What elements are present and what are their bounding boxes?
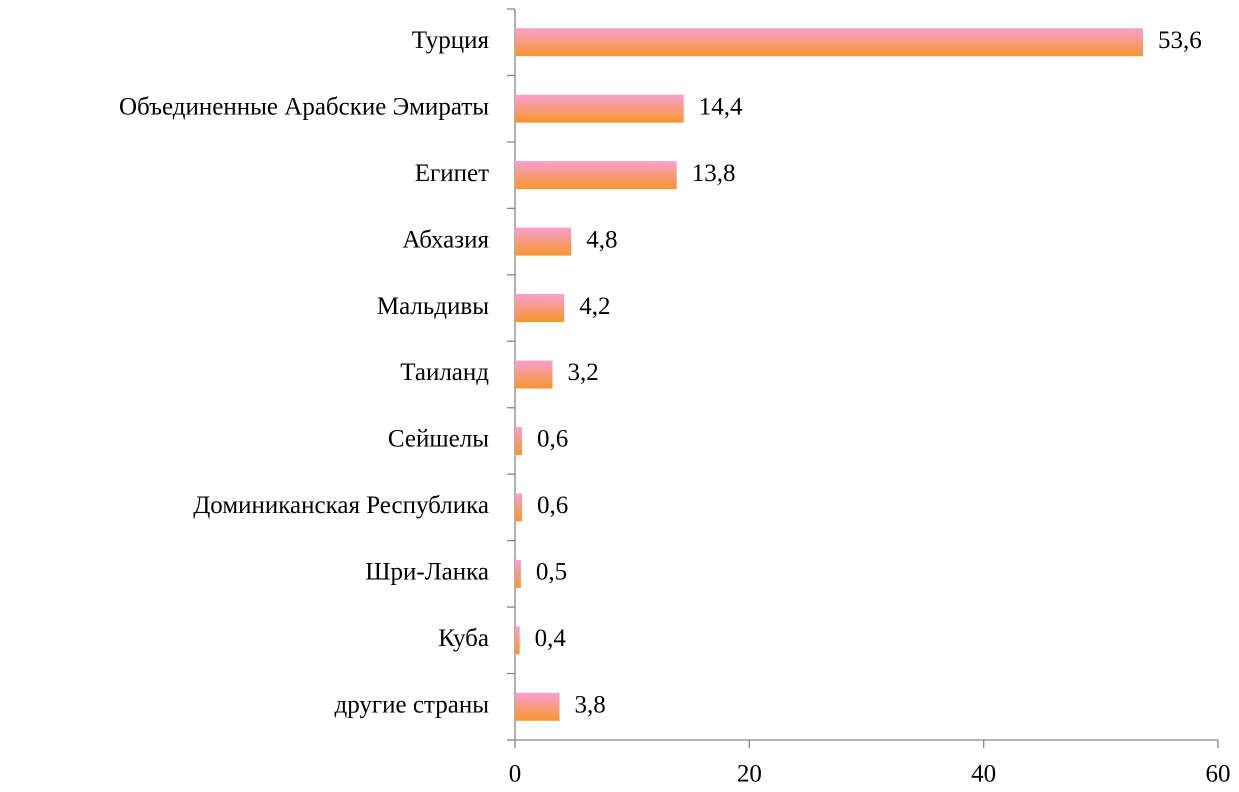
y-tick-label: Куба xyxy=(438,625,489,652)
value-label: 14,4 xyxy=(699,93,743,120)
value-label: 13,8 xyxy=(692,160,736,187)
y-tick-label: Сейшелы xyxy=(388,426,489,453)
value-label: 0,6 xyxy=(537,426,568,453)
y-tick-label: Таиланд xyxy=(400,359,489,386)
bar xyxy=(515,559,521,588)
y-tick-label: Турция xyxy=(412,27,490,54)
value-label: 53,6 xyxy=(1158,27,1202,54)
x-tick-label: 40 xyxy=(971,761,996,788)
bar xyxy=(515,360,553,389)
bar xyxy=(515,493,523,522)
value-label: 3,8 xyxy=(575,692,606,719)
y-tick-label: Абхазия xyxy=(402,226,489,253)
bar xyxy=(515,294,565,323)
y-tick-label: Объединенные Арабские Эмираты xyxy=(119,93,489,120)
bar xyxy=(515,94,684,123)
x-tick-label: 60 xyxy=(1206,761,1231,788)
y-tick-label: другие страны xyxy=(335,692,490,719)
value-label: 0,4 xyxy=(535,625,567,652)
bar xyxy=(515,161,677,190)
x-tick-label: 20 xyxy=(737,761,762,788)
bar xyxy=(515,692,560,721)
y-tick-label: Египет xyxy=(415,160,489,187)
x-tick-label: 0 xyxy=(509,761,522,788)
value-label: 4,2 xyxy=(579,293,610,320)
value-label: 0,5 xyxy=(536,559,567,586)
bar xyxy=(515,426,523,455)
y-tick-label: Мальдивы xyxy=(377,293,489,320)
bar xyxy=(515,28,1144,57)
bar xyxy=(515,626,520,655)
value-label: 4,8 xyxy=(586,226,617,253)
bar xyxy=(515,227,572,256)
value-label: 3,2 xyxy=(567,359,598,386)
y-tick-label: Доминиканская Республика xyxy=(193,492,489,519)
value-label: 0,6 xyxy=(537,492,568,519)
y-tick-label: Шри-Ланка xyxy=(365,559,489,586)
